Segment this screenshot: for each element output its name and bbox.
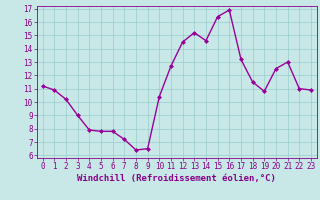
X-axis label: Windchill (Refroidissement éolien,°C): Windchill (Refroidissement éolien,°C) (77, 174, 276, 183)
